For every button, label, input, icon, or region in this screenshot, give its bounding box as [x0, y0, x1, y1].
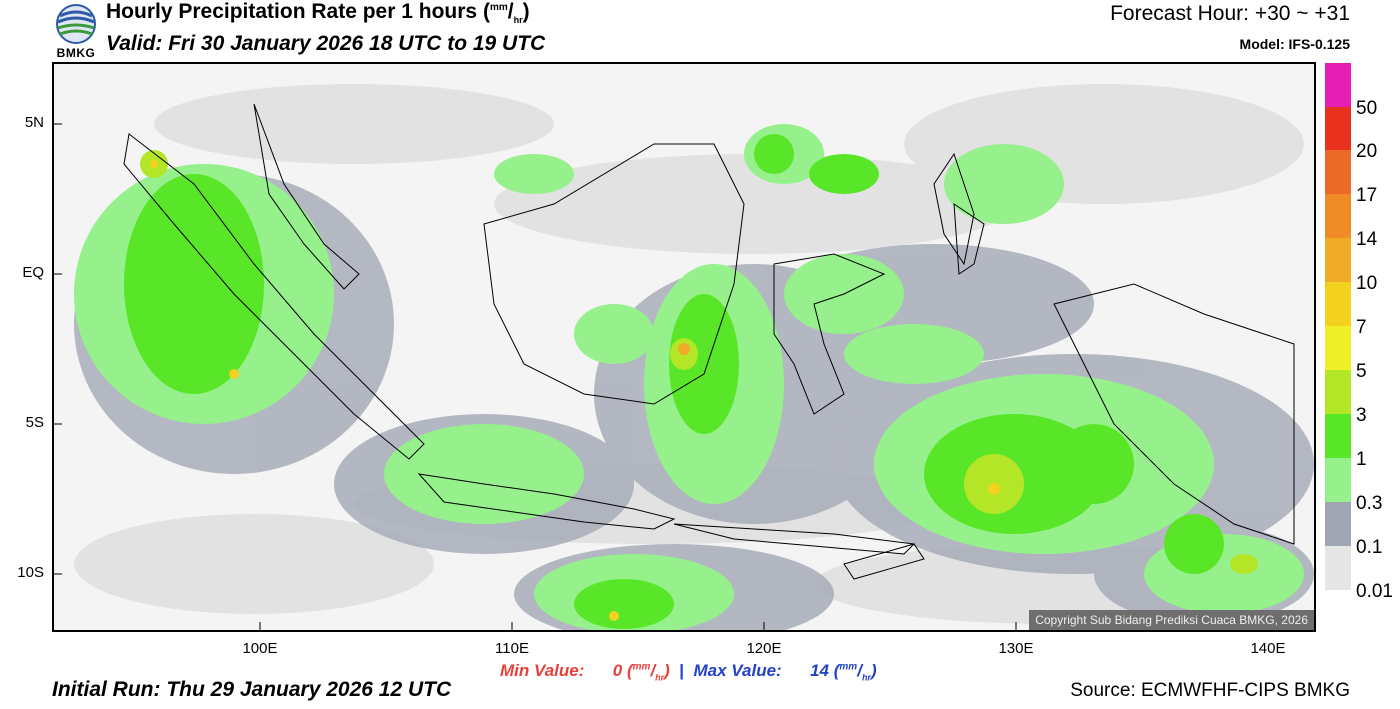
max-value: 14	[810, 661, 829, 680]
min-unit-num: mm	[632, 661, 651, 673]
min-value: 0	[612, 661, 623, 680]
lon-label-140e: 140E	[1250, 640, 1286, 657]
lat-label-5n: 5N	[24, 114, 44, 131]
lat-label-5s: 5S	[25, 414, 44, 431]
colorbar-swatch-0-3	[1325, 458, 1351, 502]
colorbar-swatch-14	[1325, 194, 1351, 238]
colorbar	[1325, 63, 1351, 590]
colorbar-label-14: 14	[1356, 229, 1378, 250]
bmkg-logo: BMKG	[52, 2, 100, 62]
colorbar-label-7: 7	[1356, 317, 1367, 338]
model-name: Model: IFS-0.125	[1239, 36, 1350, 52]
precipitation-map: Copyright Sub Bidang Prediksi Cuaca BMKG…	[52, 62, 1316, 632]
min-max-values: Min Value: 0 (mm/hr) | Max Value: 14 (mm…	[500, 661, 877, 683]
colorbar-swatch-1	[1325, 414, 1351, 458]
lon-label-130e: 130E	[998, 640, 1034, 657]
max-unit-num: mm	[839, 661, 858, 673]
min-unit-den: hr	[655, 672, 665, 683]
colorbar-swatch-20	[1325, 107, 1351, 150]
colorbar-swatch-0-1	[1325, 502, 1351, 546]
logo-text: BMKG	[56, 46, 96, 60]
max-unit-den: hr	[861, 672, 871, 683]
colorbar-swatch-3	[1325, 370, 1351, 414]
lat-label-eq: EQ	[22, 264, 44, 281]
colorbar-swatch-50	[1325, 63, 1351, 107]
colorbar-label-20: 20	[1356, 141, 1378, 162]
colorbar-label-0-3: 0.3	[1356, 493, 1383, 514]
min-label: Min Value:	[500, 661, 585, 680]
bmkg-emblem-icon	[56, 4, 96, 44]
colorbar-label-3: 3	[1356, 405, 1367, 426]
colorbar-label-1: 1	[1356, 449, 1367, 470]
colorbar-swatch-10	[1325, 238, 1351, 282]
map-canvas	[54, 64, 1314, 630]
lat-label-10s: 10S	[17, 564, 44, 581]
colorbar-label-5: 5	[1356, 361, 1367, 382]
lon-label-120e: 120E	[746, 640, 782, 657]
map-copyright: Copyright Sub Bidang Prediksi Cuaca BMKG…	[1029, 610, 1314, 630]
title-unit-num: mm	[489, 2, 508, 13]
max-label: Max Value:	[693, 661, 782, 680]
colorbar-swatch-5	[1325, 326, 1351, 370]
title-unit-den: hr	[513, 15, 523, 26]
lon-label-100e: 100E	[242, 640, 278, 657]
lon-label-110e: 110E	[495, 640, 529, 657]
colorbar-swatch-0-01	[1325, 546, 1351, 590]
colorbar-label-17: 17	[1356, 185, 1378, 206]
colorbar-label-0-01: 0.01	[1356, 581, 1393, 602]
data-source: Source: ECMWFHF-CIPS BMKG	[1070, 680, 1350, 701]
colorbar-label-10: 10	[1356, 273, 1378, 294]
chart-title: Hourly Precipitation Rate per 1 hours (m…	[106, 0, 530, 26]
colorbar-swatch-17	[1325, 150, 1351, 194]
colorbar-label-0-1: 0.1	[1356, 537, 1383, 558]
colorbar-swatch-7	[1325, 282, 1351, 326]
title-text: Hourly Precipitation Rate per 1 hours	[106, 0, 478, 23]
colorbar-label-50: 50	[1356, 98, 1378, 119]
initial-run: Initial Run: Thu 29 January 2026 12 UTC	[52, 678, 452, 701]
valid-time: Valid: Fri 30 January 2026 18 UTC to 19 …	[106, 32, 546, 55]
forecast-hour: Forecast Hour: +30 ~ +31	[1110, 2, 1350, 25]
